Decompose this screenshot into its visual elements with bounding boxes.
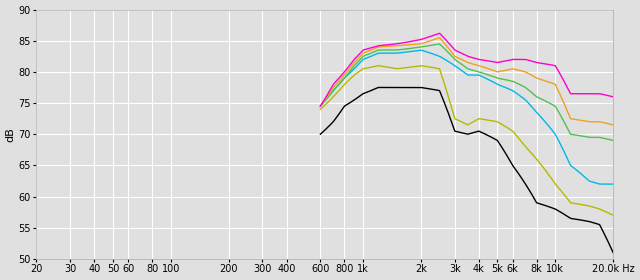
- Y-axis label: dB: dB: [6, 127, 15, 142]
